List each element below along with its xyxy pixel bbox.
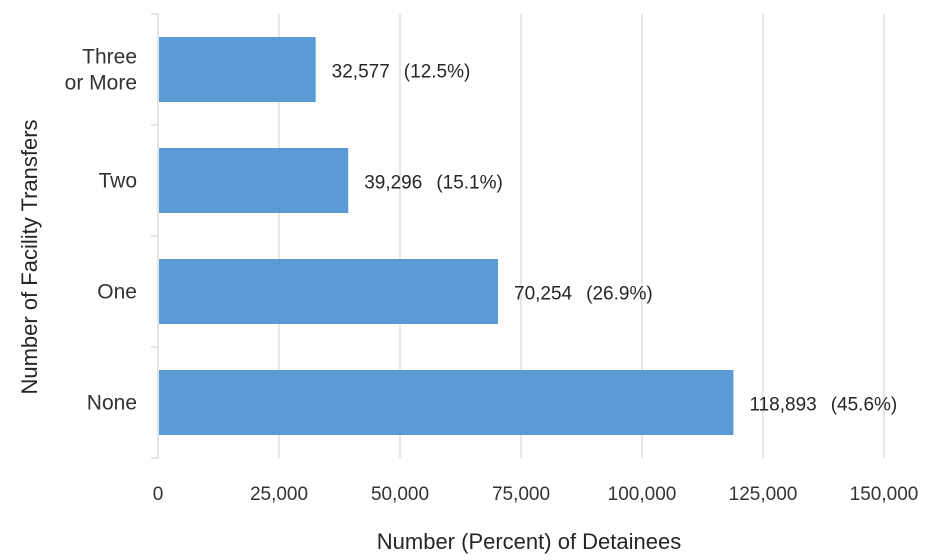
bar — [159, 370, 734, 435]
x-axis-title: Number (Percent) of Detainees — [377, 529, 681, 554]
x-tick-label: 100,000 — [608, 484, 677, 505]
data-label: 39,296 (15.1%) — [364, 173, 503, 194]
category-label: Two — [98, 170, 137, 193]
x-tick-label: 125,000 — [729, 484, 798, 505]
data-label: 118,893 (45.6%) — [749, 395, 897, 416]
x-tick-label: 50,000 — [371, 484, 429, 505]
category-label: None — [87, 392, 137, 415]
category-axis — [151, 13, 159, 459]
category-label: Three or More — [65, 46, 137, 95]
data-labels: 32,577 (12.5%) 39,296 (15.1%) 70,254 (26.9%) 1… — [332, 62, 898, 416]
category-labels: Three or More Two One None — [65, 46, 137, 415]
data-label: 32,577 (12.5%) — [332, 62, 471, 83]
x-tick-label: 0 — [153, 484, 164, 505]
x-tick-label: 150,000 — [850, 484, 919, 505]
bar — [159, 37, 316, 102]
bar — [159, 148, 349, 213]
data-label: 70,254 (26.9%) — [514, 284, 653, 305]
x-tick-label: 25,000 — [250, 484, 308, 505]
category-label: One — [97, 281, 137, 304]
x-tick-label: 75,000 — [492, 484, 550, 505]
y-axis-title: Number of Facility Transfers — [17, 119, 42, 394]
x-tick-labels: 0 25,000 50,000 75,000 100,000 125,000 150,000 — [153, 484, 919, 505]
bar — [159, 259, 499, 324]
bars — [159, 37, 734, 435]
